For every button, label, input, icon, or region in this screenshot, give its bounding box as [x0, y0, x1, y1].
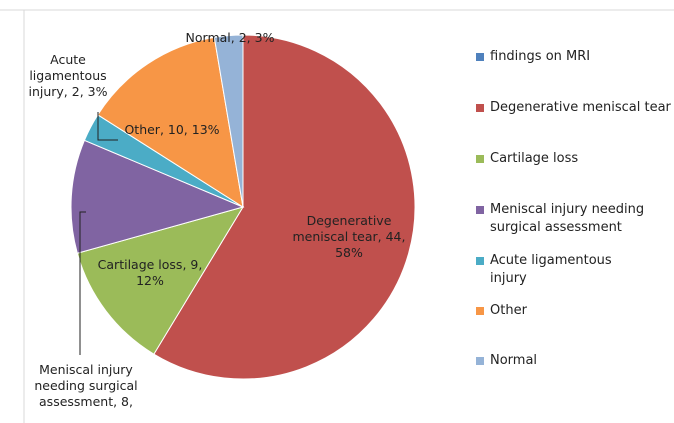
- pie-slice: [213, 34, 244, 208]
- pie-slice: [153, 34, 416, 380]
- leader-line: [79, 211, 86, 355]
- pie-slice: [97, 36, 244, 209]
- data-label: Other, 10, 13%: [124, 122, 220, 137]
- legend-label: findings on MRI: [490, 49, 591, 64]
- legend-item: Acute ligamentous injury: [476, 252, 674, 288]
- legend-swatch: [476, 155, 484, 163]
- legend-label: Other: [490, 303, 527, 318]
- leader-line: [97, 112, 118, 141]
- legend-item: Meniscal injury needing surgical assessm…: [476, 201, 674, 237]
- data-label: Degenerative meniscal tear, 44, 58%: [292, 213, 406, 260]
- data-label: Normal, 2, 3%: [185, 30, 275, 45]
- legend-item: Cartilage loss: [476, 150, 674, 168]
- data-label: Cartilage loss, 9, 12%: [97, 257, 203, 288]
- legend-item: findings on MRI: [476, 48, 674, 66]
- data-label: Acute ligamentous injury, 2, 3%: [28, 52, 108, 99]
- data-label: Meniscal injury needing surgical assessm…: [34, 362, 138, 409]
- legend-swatch: [476, 357, 484, 365]
- legend-swatch: [476, 307, 484, 315]
- legend-item: Degenerative meniscal tear: [476, 99, 674, 117]
- legend-label: Normal: [490, 353, 538, 368]
- legend-swatch: [476, 53, 484, 61]
- legend-swatch: [476, 257, 484, 265]
- legend-swatch: [476, 104, 484, 112]
- legend-label: Acute ligamentous injury: [490, 253, 612, 286]
- legend-label: Meniscal injury needing surgical assessm…: [490, 202, 645, 235]
- legend-item: Other: [476, 302, 674, 320]
- legend-label: Degenerative meniscal tear: [490, 100, 671, 115]
- legend-label: Cartilage loss: [490, 151, 579, 166]
- pie-slice: [70, 139, 245, 254]
- legend-item: Normal: [476, 352, 674, 370]
- legend-swatch: [476, 206, 484, 214]
